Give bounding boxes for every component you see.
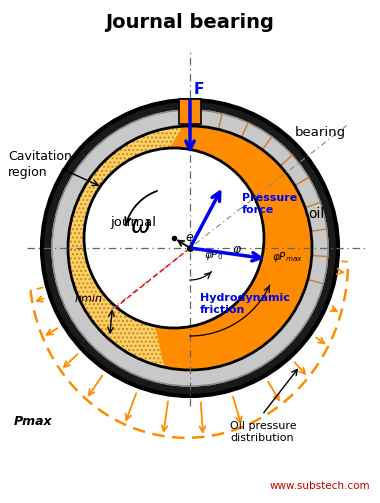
Text: Cavitation
region: Cavitation region [8, 150, 72, 179]
Text: $\varphi P_0$: $\varphi P_0$ [204, 248, 223, 262]
Circle shape [68, 126, 312, 370]
Text: $\varphi P_{max}$: $\varphi P_{max}$ [272, 250, 303, 264]
Text: e: e [186, 230, 193, 243]
Polygon shape [68, 126, 184, 367]
Text: Journal bearing: Journal bearing [106, 13, 274, 32]
Circle shape [52, 110, 328, 386]
Circle shape [42, 100, 338, 396]
Text: Pmax: Pmax [14, 415, 52, 428]
Text: bearing: bearing [295, 126, 346, 139]
Text: $\varphi$: $\varphi$ [232, 244, 242, 258]
Text: Hydrodynamic
friction: Hydrodynamic friction [200, 293, 290, 315]
Circle shape [84, 148, 264, 328]
Text: oil: oil [308, 207, 324, 221]
FancyBboxPatch shape [179, 99, 201, 124]
Text: $\omega$: $\omega$ [130, 214, 151, 238]
Text: hmin: hmin [74, 294, 103, 304]
Circle shape [84, 148, 264, 328]
Text: F: F [194, 82, 204, 97]
Text: www.substech.com: www.substech.com [269, 481, 370, 491]
Text: journal: journal [110, 216, 156, 229]
Text: Pressure
force: Pressure force [242, 193, 297, 215]
Text: Oil pressure
distribution: Oil pressure distribution [230, 421, 297, 443]
